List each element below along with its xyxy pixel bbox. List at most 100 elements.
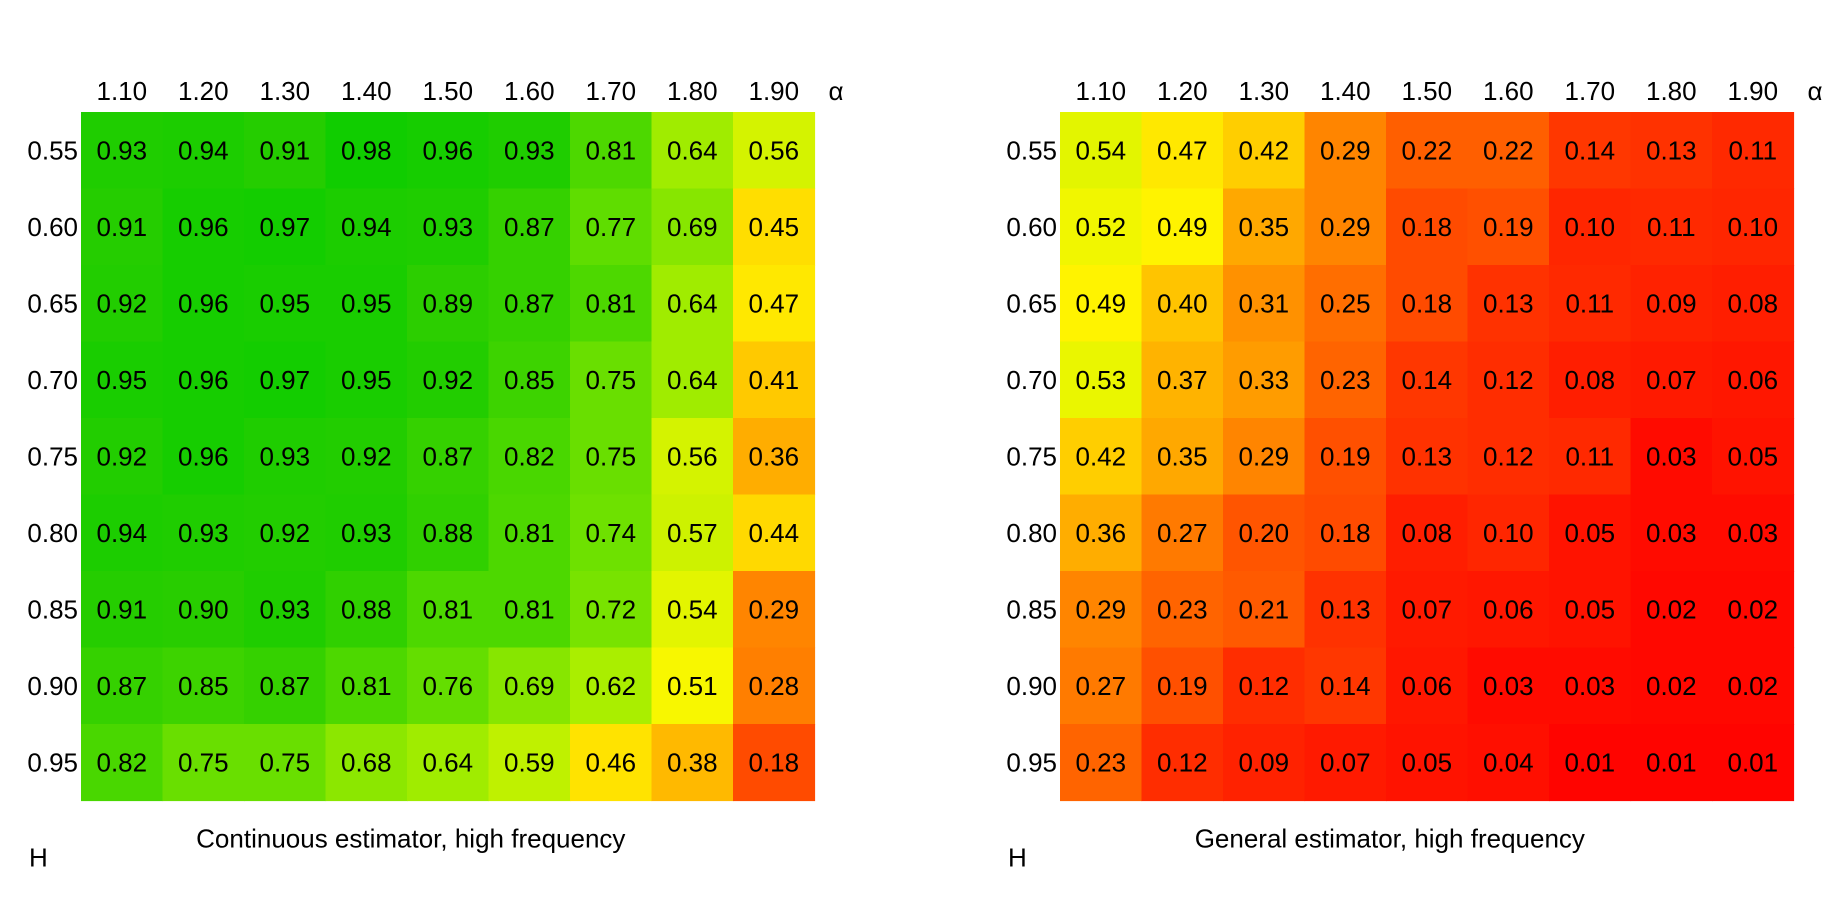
y-tick-label: 0.80	[1006, 518, 1057, 548]
cell-value-label: 0.13	[1401, 442, 1452, 472]
heatmap-cell	[1141, 647, 1224, 725]
cell-value-label: 0.03	[1646, 518, 1697, 548]
cell-value-label: 0.09	[1238, 748, 1289, 778]
heatmap-cell	[407, 571, 490, 649]
cell-value-label: 0.21	[1238, 595, 1289, 625]
cell-value-label: 0.23	[1157, 595, 1208, 625]
heatmap-cell	[1304, 571, 1387, 649]
cell-value-label: 0.82	[96, 748, 147, 778]
heatmap-cell	[1141, 724, 1224, 802]
heatmap-cell	[733, 571, 816, 649]
cell-value-label: 0.08	[1727, 289, 1778, 319]
heatmap-cell	[325, 494, 408, 572]
x-tick-label: 1.30	[259, 76, 310, 106]
heatmap-cell	[81, 265, 164, 343]
heatmap-cell	[488, 418, 571, 496]
cell-value-label: 0.36	[748, 442, 799, 472]
heatmap-cell	[1141, 112, 1224, 190]
heatmap-cell	[488, 724, 571, 802]
cell-value-label: 0.96	[178, 289, 229, 319]
heatmap-cell	[1467, 724, 1550, 802]
y-tick-label: 0.80	[27, 518, 78, 548]
heatmap-cell	[244, 265, 327, 343]
y-axis-label: H	[1008, 843, 1027, 873]
cell-value-label: 0.92	[96, 289, 147, 319]
cell-value-label: 0.22	[1483, 136, 1534, 166]
heatmap-cell	[570, 341, 653, 419]
cell-value-label: 0.05	[1564, 518, 1615, 548]
cell-value-label: 0.75	[585, 365, 636, 395]
heatmap-cell	[1060, 494, 1143, 572]
heatmap-cell	[1549, 341, 1632, 419]
heatmap-cell	[81, 647, 164, 725]
cell-value-label: 0.45	[748, 212, 799, 242]
heatmap-cell	[325, 112, 408, 190]
heatmap-cell	[488, 112, 571, 190]
cell-value-label: 0.91	[96, 595, 147, 625]
heatmap-cell	[244, 418, 327, 496]
heatmap-cell	[1549, 265, 1632, 343]
cell-value-label: 0.31	[1238, 289, 1289, 319]
heatmap-cell	[570, 647, 653, 725]
heatmap-cell	[570, 418, 653, 496]
heatmap-cell	[1549, 647, 1632, 725]
cell-value-label: 0.18	[748, 748, 799, 778]
cell-value-label: 0.97	[259, 365, 310, 395]
heatmap-cell	[162, 494, 245, 572]
heatmap-cell	[570, 188, 653, 266]
cell-value-label: 0.01	[1564, 748, 1615, 778]
cell-value-label: 0.06	[1727, 365, 1778, 395]
cell-value-label: 0.95	[259, 289, 310, 319]
heatmap-cell	[162, 341, 245, 419]
cell-value-label: 0.29	[748, 595, 799, 625]
y-tick-label: 0.90	[1006, 671, 1057, 701]
x-tick-label: 1.80	[667, 76, 718, 106]
heatmap-cell	[1386, 724, 1469, 802]
heatmap-cell	[325, 647, 408, 725]
heatmap-cell	[162, 265, 245, 343]
heatmap-cell	[1712, 647, 1795, 725]
cell-value-label: 0.29	[1075, 595, 1126, 625]
heatmap-cell	[1223, 571, 1306, 649]
cell-value-label: 0.47	[748, 289, 799, 319]
heatmap-cell	[570, 265, 653, 343]
heatmap-cell	[244, 494, 327, 572]
heatmap-cell	[1141, 418, 1224, 496]
heatmap-cell	[733, 341, 816, 419]
heatmap-cell	[325, 571, 408, 649]
heatmap-cell	[1386, 418, 1469, 496]
x-tick-label: 1.90	[748, 76, 799, 106]
cell-value-label: 0.82	[504, 442, 555, 472]
cell-value-label: 0.64	[667, 136, 718, 166]
heatmap-cell	[1060, 647, 1143, 725]
cell-value-label: 0.64	[422, 748, 473, 778]
heatmap-cell	[651, 724, 734, 802]
cell-value-label: 0.23	[1075, 748, 1126, 778]
heatmap-cell	[162, 112, 245, 190]
cell-value-label: 0.20	[1238, 518, 1289, 548]
cell-value-label: 0.92	[96, 442, 147, 472]
x-tick-label: 1.40	[1320, 76, 1371, 106]
cell-value-label: 0.35	[1238, 212, 1289, 242]
heatmap-cell	[1712, 724, 1795, 802]
cell-value-label: 0.52	[1075, 212, 1126, 242]
heatmap-cell	[1630, 188, 1713, 266]
heatmap-cell	[1223, 647, 1306, 725]
cell-value-label: 0.10	[1727, 212, 1778, 242]
cell-value-label: 0.12	[1238, 671, 1289, 701]
cell-value-label: 0.88	[341, 595, 392, 625]
heatmap-cell	[81, 571, 164, 649]
heatmap-cell	[1630, 494, 1713, 572]
heatmap-cell	[81, 724, 164, 802]
y-tick-label: 0.70	[27, 365, 78, 395]
cell-value-label: 0.69	[667, 212, 718, 242]
cell-value-label: 0.57	[667, 518, 718, 548]
cell-value-label: 0.74	[585, 518, 636, 548]
cell-value-label: 0.81	[585, 136, 636, 166]
cell-value-label: 0.96	[178, 212, 229, 242]
heatmap-cell	[1630, 112, 1713, 190]
cell-value-label: 0.98	[341, 136, 392, 166]
cell-value-label: 0.05	[1727, 442, 1778, 472]
cell-value-label: 0.28	[748, 671, 799, 701]
heatmap-cell	[1712, 265, 1795, 343]
